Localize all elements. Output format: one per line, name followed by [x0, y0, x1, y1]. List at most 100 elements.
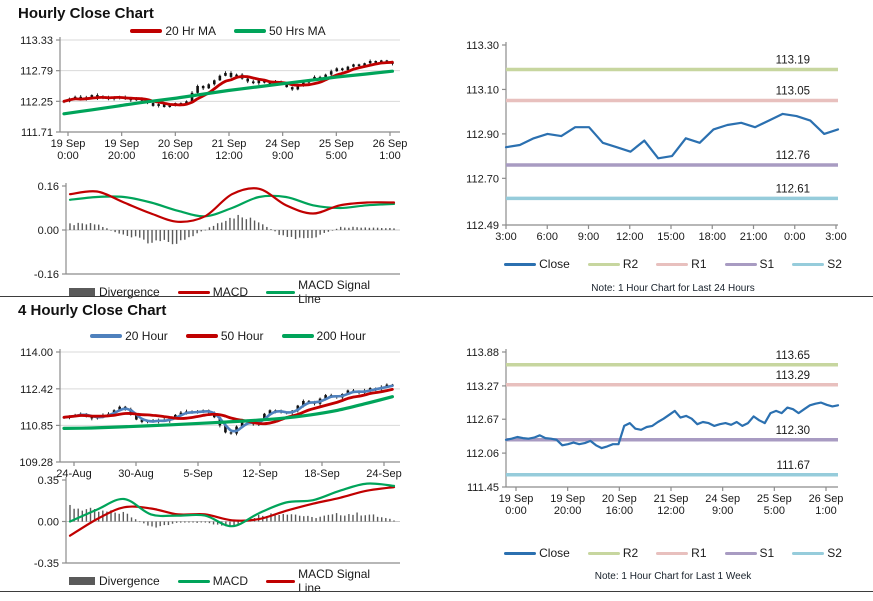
legend-label: R1	[691, 257, 707, 271]
legend-swatch	[656, 262, 689, 266]
four-hourly-close-chart-title: 4 Hourly Close Chart	[18, 302, 167, 319]
svg-text:25 Sep: 25 Sep	[319, 138, 354, 150]
svg-text:20 Sep: 20 Sep	[602, 493, 637, 505]
legend-item: MACD Signal Line	[266, 278, 387, 306]
legend-item: Divergence	[69, 574, 160, 588]
svg-text:12-Sep: 12-Sep	[242, 468, 277, 480]
legend-label: S1	[759, 257, 775, 271]
legend-swatch	[504, 551, 537, 555]
svg-text:111.71: 111.71	[21, 127, 53, 139]
legend-swatch	[177, 579, 210, 583]
legend-swatch	[266, 290, 296, 294]
legend-swatch	[90, 334, 123, 338]
hourly-macd-legend: Divergence MACD MACD Signal Line	[60, 278, 396, 306]
legend-item: Divergence	[69, 285, 160, 299]
legend-swatch	[69, 288, 95, 296]
svg-text:5-Sep: 5-Sep	[183, 468, 212, 480]
svg-text:24-Sep: 24-Sep	[366, 468, 401, 480]
legend-item: R1	[656, 546, 707, 560]
svg-text:112.06: 112.06	[466, 448, 499, 460]
legend-label: 20 Hr MA	[165, 24, 216, 38]
svg-text:113.29: 113.29	[776, 370, 810, 382]
svg-text:113.65: 113.65	[776, 350, 810, 362]
svg-text:19 Sep: 19 Sep	[550, 493, 585, 505]
svg-text:21 Sep: 21 Sep	[654, 493, 689, 505]
legend-label: Divergence	[99, 285, 160, 299]
svg-text:113.05: 113.05	[776, 86, 810, 98]
svg-text:24-Aug: 24-Aug	[56, 468, 91, 480]
svg-text:114.00: 114.00	[20, 347, 53, 359]
svg-text:-0.16: -0.16	[34, 269, 59, 278]
legend-swatch	[234, 29, 266, 33]
legend-label: 200 Hour	[316, 329, 366, 343]
svg-text:20:00: 20:00	[108, 150, 136, 162]
legend-swatch	[185, 334, 218, 338]
legend-label: Divergence	[99, 574, 160, 588]
svg-text:1:00: 1:00	[379, 150, 400, 162]
fourh-candle-legend: 20 Hour 50 Hour 200 Hour	[60, 329, 396, 343]
svg-text:112.76: 112.76	[776, 150, 810, 162]
legend-item: S2	[792, 546, 842, 560]
bottom-divider	[0, 591, 873, 592]
legend-swatch	[587, 262, 620, 266]
svg-text:113.27: 113.27	[466, 381, 499, 393]
svg-text:109.28: 109.28	[19, 457, 53, 469]
svg-text:3:00: 3:00	[825, 231, 846, 243]
hourly-close-chart-title: Hourly Close Chart	[18, 5, 154, 22]
legend-label: MACD	[212, 574, 249, 588]
legend-swatch	[130, 29, 163, 33]
svg-text:16:00: 16:00	[606, 505, 634, 517]
svg-text:3:00: 3:00	[495, 231, 516, 243]
legend-label: S1	[759, 546, 775, 560]
svg-text:18:00: 18:00	[698, 231, 726, 243]
legend-item: MACD	[177, 574, 249, 588]
hourly-macd-chart: 0.16 0.00 -0.16	[34, 181, 400, 278]
legend-swatch	[266, 579, 296, 583]
svg-text:20:00: 20:00	[554, 505, 582, 517]
svg-text:112.79: 112.79	[20, 66, 53, 78]
legend-label: R2	[622, 546, 639, 560]
svg-text:113.19: 113.19	[776, 54, 810, 66]
svg-text:1:00: 1:00	[815, 505, 836, 517]
legend-label: R2	[622, 257, 639, 271]
legend-label: S2	[827, 546, 842, 560]
svg-text:0:00: 0:00	[57, 150, 78, 162]
legend-swatch	[724, 262, 757, 266]
svg-text:6:00: 6:00	[537, 231, 558, 243]
legend-item: R2	[587, 546, 639, 560]
svg-text:0.35: 0.35	[38, 475, 59, 487]
svg-text:0:00: 0:00	[505, 505, 526, 517]
legend-item: MACD	[177, 285, 249, 299]
fourh-pivot-legend: Close R2 R1 S1 S2	[504, 546, 842, 560]
svg-text:-0.35: -0.35	[34, 558, 59, 570]
svg-text:112.67: 112.67	[466, 414, 499, 426]
svg-text:24 Sep: 24 Sep	[705, 493, 740, 505]
legend-swatch	[177, 290, 210, 294]
svg-text:9:00: 9:00	[578, 231, 599, 243]
svg-text:113.30: 113.30	[466, 40, 499, 52]
legend-label: MACD Signal Line	[298, 278, 371, 306]
svg-text:30-Aug: 30-Aug	[118, 468, 153, 480]
svg-text:112.90: 112.90	[466, 129, 499, 141]
svg-text:0:00: 0:00	[784, 231, 805, 243]
svg-text:112.61: 112.61	[776, 183, 810, 195]
svg-text:5:00: 5:00	[326, 150, 347, 162]
legend-label: Close	[539, 257, 570, 271]
svg-text:12:00: 12:00	[657, 505, 685, 517]
legend-label: MACD	[212, 285, 249, 299]
svg-text:0.00: 0.00	[38, 517, 59, 529]
svg-text:5:00: 5:00	[764, 505, 785, 517]
hourly-pivot-legend: Close R2 R1 S1 S2	[504, 257, 842, 271]
svg-text:110.85: 110.85	[20, 420, 53, 432]
svg-text:112.70: 112.70	[466, 173, 499, 185]
svg-text:21:00: 21:00	[740, 231, 768, 243]
svg-text:0.16: 0.16	[38, 181, 59, 193]
svg-text:112.25: 112.25	[20, 96, 53, 108]
fourh-macd-legend: Divergence MACD MACD Signal Line	[60, 567, 396, 595]
legend-item: 200 Hour	[281, 329, 366, 343]
legend-item: 20 Hr MA	[130, 24, 216, 38]
